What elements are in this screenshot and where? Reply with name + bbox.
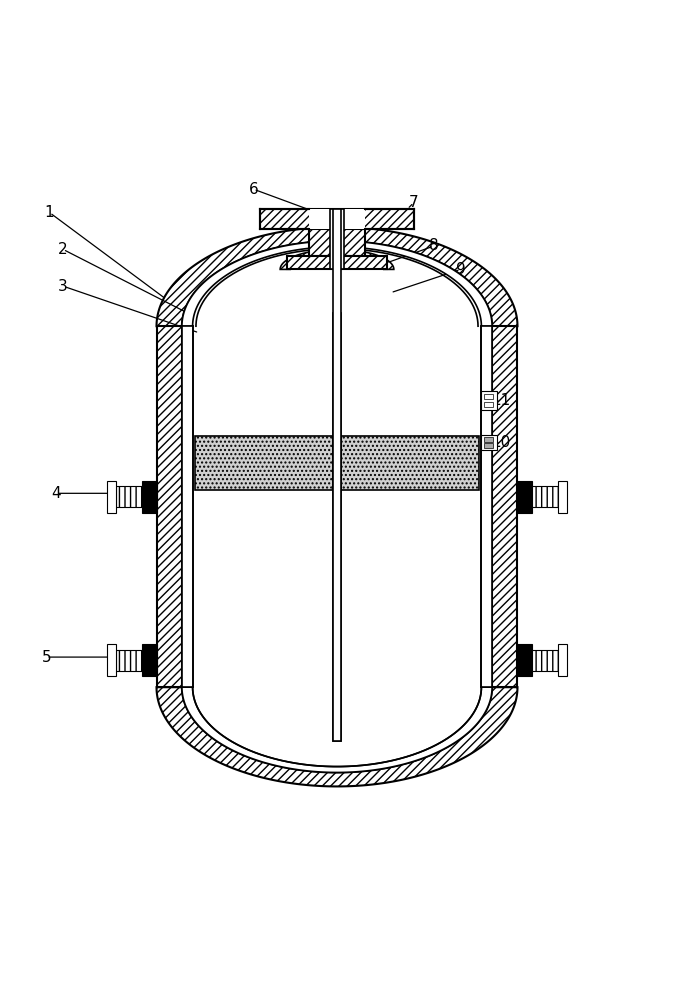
Bar <box>518 644 532 676</box>
Bar <box>484 394 493 399</box>
Text: 10: 10 <box>491 435 510 450</box>
Polygon shape <box>156 326 182 687</box>
Polygon shape <box>481 326 492 687</box>
Text: 9: 9 <box>456 262 466 277</box>
Polygon shape <box>182 326 193 687</box>
Bar <box>333 209 341 741</box>
Polygon shape <box>156 227 518 326</box>
Bar <box>484 402 493 407</box>
Polygon shape <box>492 326 518 687</box>
Polygon shape <box>260 209 414 229</box>
Bar <box>330 209 344 269</box>
Bar <box>142 481 156 513</box>
Polygon shape <box>280 250 394 269</box>
Bar <box>142 644 156 676</box>
Text: 5: 5 <box>41 650 51 665</box>
Text: 8: 8 <box>429 238 439 253</box>
Text: 1: 1 <box>44 205 55 220</box>
Polygon shape <box>182 241 492 326</box>
Bar <box>117 486 142 507</box>
Text: 6: 6 <box>249 182 258 197</box>
Text: 11: 11 <box>491 393 510 408</box>
Polygon shape <box>182 241 492 326</box>
Bar <box>117 650 142 671</box>
Bar <box>532 486 557 507</box>
Polygon shape <box>287 256 332 269</box>
Polygon shape <box>195 436 333 490</box>
Bar <box>333 209 341 256</box>
Bar <box>518 481 532 513</box>
Text: 3: 3 <box>58 279 68 294</box>
Bar <box>557 644 567 676</box>
Polygon shape <box>309 229 332 256</box>
Bar <box>107 644 117 676</box>
Bar <box>309 209 365 229</box>
Bar <box>481 435 497 450</box>
Bar <box>107 481 117 513</box>
Bar <box>333 313 341 741</box>
Text: 7: 7 <box>409 195 419 210</box>
Bar <box>557 481 567 513</box>
Text: 4: 4 <box>51 486 61 501</box>
Polygon shape <box>342 229 365 256</box>
Bar <box>481 391 497 410</box>
Polygon shape <box>342 256 387 269</box>
Bar <box>484 443 493 448</box>
Polygon shape <box>182 687 492 772</box>
Text: 2: 2 <box>58 242 68 257</box>
Polygon shape <box>156 687 518 786</box>
Polygon shape <box>341 436 479 490</box>
Bar <box>532 650 557 671</box>
Bar <box>484 437 493 442</box>
